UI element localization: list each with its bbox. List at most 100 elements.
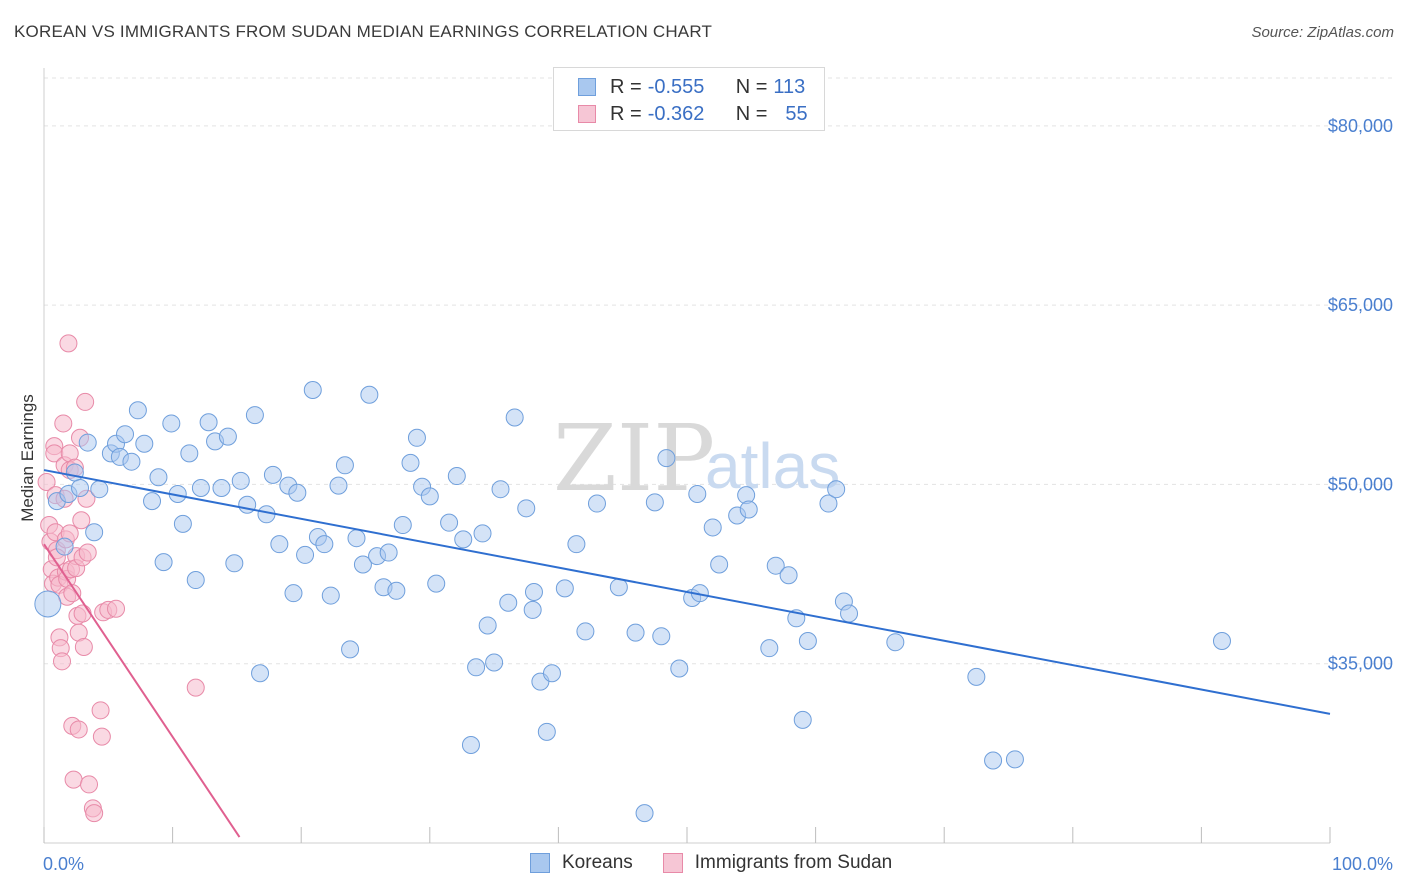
axes — [43, 68, 1331, 844]
sudan-point — [69, 720, 88, 739]
korean-point — [212, 478, 231, 497]
korean-point — [420, 487, 439, 506]
korean-point — [315, 535, 334, 554]
korean-point — [347, 529, 366, 548]
korean-point — [609, 578, 628, 597]
x-tick-label-start: 0.0% — [43, 854, 84, 874]
korean-point — [85, 523, 104, 542]
korean-point — [284, 584, 303, 603]
korean-point — [840, 604, 859, 623]
korean-point — [180, 444, 199, 463]
korean-point — [657, 449, 676, 468]
korean-point — [34, 590, 62, 618]
sudan-point — [59, 334, 78, 353]
korean-point — [393, 516, 412, 535]
korean-point — [886, 633, 905, 652]
sudan-point — [53, 652, 72, 671]
korean-point — [505, 408, 524, 427]
korean-point — [703, 518, 722, 537]
sudan-point — [85, 804, 104, 823]
series-legend: Koreans Immigrants from Sudan — [530, 852, 922, 874]
korean-point — [537, 722, 556, 741]
korean-points — [34, 380, 1231, 823]
korean-point — [288, 483, 307, 502]
korean-point — [447, 467, 466, 486]
sudan-point — [92, 727, 111, 746]
korean-point — [225, 554, 244, 573]
watermark-zip: ZIP — [553, 405, 715, 512]
legend-row-sudan: R = -0.362 N = 55 — [578, 101, 808, 127]
korean-point — [1005, 750, 1024, 769]
korean-point — [251, 664, 270, 683]
korean-point — [827, 480, 846, 499]
sudan-point — [76, 392, 95, 411]
korean-point — [766, 556, 785, 575]
korean-point — [473, 524, 492, 543]
korean-point — [491, 480, 510, 499]
korean-point — [739, 500, 758, 519]
korean-point — [670, 659, 689, 678]
legend-item-sudan: Immigrants from Sudan — [662, 852, 892, 874]
korean-point — [798, 631, 817, 650]
korean-point — [984, 751, 1003, 770]
korean-point — [576, 622, 595, 641]
korean-point — [427, 574, 446, 593]
korean-point — [341, 640, 360, 659]
koreans-swatch — [578, 78, 596, 96]
korean-point — [401, 453, 420, 472]
y-tick-label: $80,000 — [1328, 116, 1393, 136]
korean-point — [143, 492, 162, 511]
koreans-legend-swatch — [530, 853, 550, 873]
korean-point — [478, 616, 497, 635]
legend-item-koreans: Koreans — [530, 852, 633, 874]
korean-point — [128, 401, 147, 420]
korean-point — [760, 639, 779, 658]
korean-point — [71, 478, 90, 497]
korean-point — [967, 667, 986, 686]
sudan-point — [91, 701, 110, 720]
korean-point — [688, 484, 707, 503]
legend-label-koreans: Koreans — [562, 852, 633, 873]
y-axis-label: Median Earnings — [18, 394, 37, 522]
korean-point — [186, 571, 205, 590]
korean-point — [55, 537, 74, 556]
korean-point — [517, 499, 536, 518]
x-tick-label-end: 100.0% — [1332, 854, 1393, 874]
korean-point — [635, 804, 654, 823]
korean-point — [652, 627, 671, 646]
legend-row-koreans: R = -0.555 N = 113 — [578, 74, 805, 100]
korean-point — [296, 545, 315, 564]
korean-point — [329, 476, 348, 495]
korean-point — [135, 434, 154, 453]
koreans-trendline — [43, 469, 1331, 715]
korean-point — [626, 623, 645, 642]
sudan-point — [74, 637, 93, 656]
legend-r-label: R = — [610, 75, 642, 98]
sudan-point — [63, 584, 82, 603]
sudan-point — [72, 511, 91, 530]
legend-r-value: -0.362 — [647, 102, 705, 125]
korean-point — [353, 555, 372, 574]
korean-point — [191, 478, 210, 497]
korean-point — [555, 579, 574, 598]
korean-point — [116, 425, 135, 444]
korean-point — [524, 582, 543, 601]
legend-n-value: 55 — [785, 102, 808, 125]
source-credit: Source: ZipAtlas.com — [1251, 24, 1394, 41]
sudan-swatch — [578, 105, 596, 123]
korean-point — [523, 600, 542, 619]
korean-point — [335, 456, 354, 475]
y-tick-label: $35,000 — [1328, 654, 1393, 674]
sudan-point — [186, 678, 205, 697]
sudan-point — [80, 775, 99, 794]
korean-point — [407, 428, 426, 447]
chart-title: KOREAN VS IMMIGRANTS FROM SUDAN MEDIAN E… — [14, 22, 713, 41]
gridlines — [44, 77, 1393, 665]
korean-point — [149, 468, 168, 487]
korean-point — [263, 465, 282, 484]
korean-point — [154, 553, 173, 572]
sudan-trendline — [43, 543, 241, 838]
korean-point — [793, 710, 812, 729]
korean-point — [65, 463, 84, 482]
